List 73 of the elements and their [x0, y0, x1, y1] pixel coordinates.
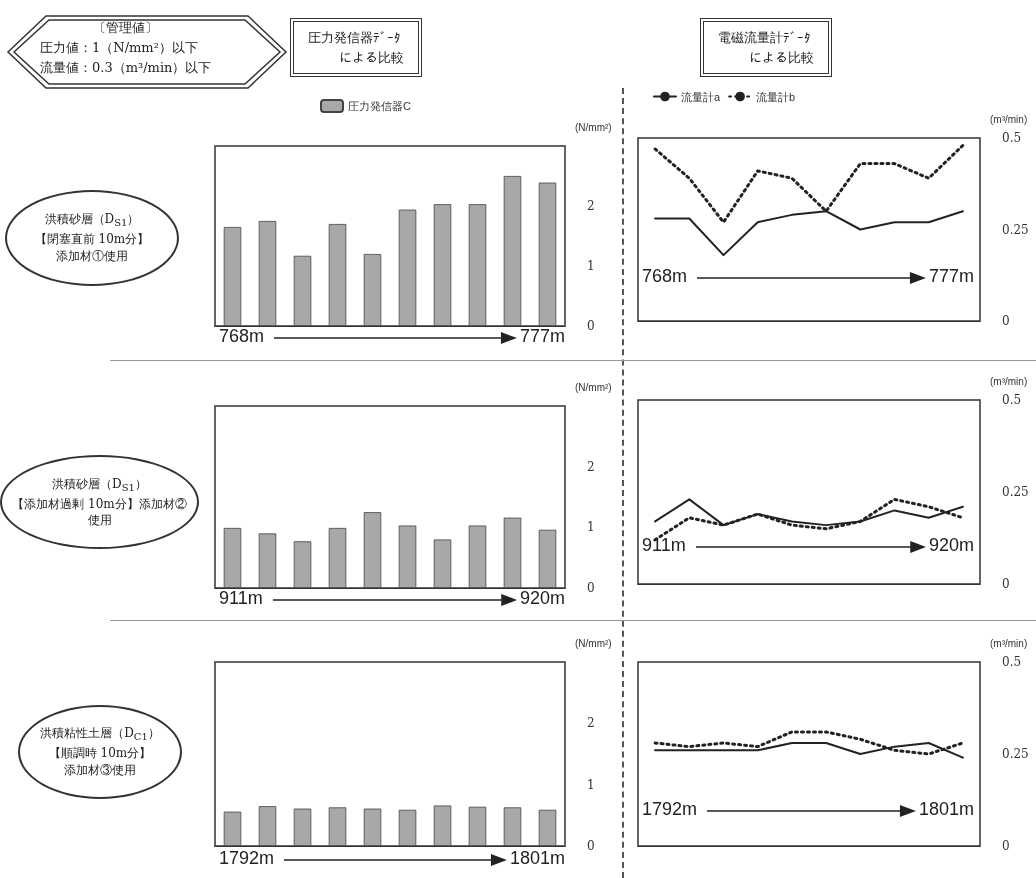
chart-subtitle: 〔管理値〕 — [92, 19, 160, 37]
bar — [468, 204, 487, 326]
y-axis-title: (m³/min) — [990, 375, 1028, 387]
annotation: 1792m — [642, 799, 698, 820]
text: 流量値：0.3（m³/min）以下 — [40, 59, 212, 78]
y-tick-label: 1 — [587, 777, 595, 792]
bar — [223, 227, 242, 326]
y-tick-label: 0.5 — [1002, 655, 1022, 669]
annotation: 768m — [219, 326, 265, 347]
bar — [538, 182, 557, 326]
y-tick-label: 0.25 — [1002, 485, 1029, 499]
annotation: 920m — [519, 588, 565, 609]
y-axis-title: (m³/min) — [990, 113, 1028, 125]
y-tick-label: 0.25 — [1002, 747, 1029, 761]
y-tick-label: 0 — [1002, 839, 1010, 853]
y-tick-label: 0 — [1002, 577, 1010, 591]
bar — [363, 254, 382, 326]
legend-label: 流量計a — [681, 90, 721, 103]
bar — [503, 517, 522, 588]
annotation: 777m — [928, 266, 974, 287]
y-tick-label: 1 — [587, 520, 595, 535]
bar — [538, 529, 557, 588]
annotation: 768m — [642, 266, 688, 287]
y-axis-title: (N/mm²) — [575, 381, 612, 393]
bar — [258, 533, 277, 588]
text: 添加材①使用 — [55, 248, 129, 265]
annotation: 920m — [928, 535, 974, 556]
text: 【閉塞直前 10m分】 — [33, 231, 151, 248]
y-tick-label: 0.5 — [1002, 131, 1022, 145]
bar — [363, 512, 382, 588]
bar — [468, 525, 487, 588]
legend-label: 流量計b — [756, 90, 796, 103]
y-axis-title: (N/mm²) — [575, 637, 612, 649]
text: 添加材③使用 — [63, 762, 137, 779]
bar — [398, 209, 417, 326]
text: 洪積砂層（D$_{S1}$） — [51, 475, 148, 495]
line-series — [653, 730, 965, 756]
legend-label: 圧力発信器C — [348, 100, 411, 112]
bar — [293, 541, 312, 588]
bar — [398, 525, 417, 588]
text: 圧力値：1（N/mm²）以下 — [40, 39, 199, 58]
text: 1801m — [509, 848, 565, 869]
text: 1792m — [219, 848, 275, 869]
annotation: 1801m — [918, 799, 974, 820]
chart-title: 電磁流量計ﾃﾞｰﾀによる比較 — [718, 29, 815, 67]
text: 洪積粘性土層（D$_{C1}$） — [39, 725, 161, 745]
bar — [328, 224, 347, 326]
annotation: 911m — [219, 588, 263, 609]
y-axis-title: (m³/min) — [990, 637, 1028, 649]
y-tick-label: 0.5 — [1002, 393, 1022, 407]
bar — [328, 527, 347, 588]
bar — [223, 527, 242, 588]
text: 洪積砂層（D$_{S1}$） — [43, 211, 141, 231]
y-tick-label: 0 — [587, 581, 595, 595]
y-tick-label: 2 — [587, 716, 595, 731]
y-tick-label: 2 — [587, 199, 595, 213]
bar — [433, 204, 452, 326]
y-tick-label: 1 — [587, 259, 595, 273]
bar — [503, 176, 522, 326]
y-axis-title: (N/mm²) — [575, 121, 612, 133]
y-tick-label: 0 — [587, 839, 595, 853]
text: 【順調時 10m分】 — [47, 745, 153, 762]
y-tick-label: 0 — [587, 319, 595, 333]
annotation: 911m — [642, 535, 686, 556]
y-tick-label: 0.25 — [1002, 222, 1029, 237]
y-tick-label: 0 — [1002, 314, 1010, 328]
annotation: 777m — [519, 326, 565, 347]
y-tick-label: 2 — [587, 459, 595, 474]
bar — [433, 539, 452, 588]
chart-title: 圧力発信器ﾃﾞｰﾀによる比較 — [308, 29, 405, 67]
bar — [293, 255, 312, 326]
text: 【添加材過剰 10m分】添加材②使用 — [11, 495, 188, 529]
bar — [258, 221, 277, 326]
